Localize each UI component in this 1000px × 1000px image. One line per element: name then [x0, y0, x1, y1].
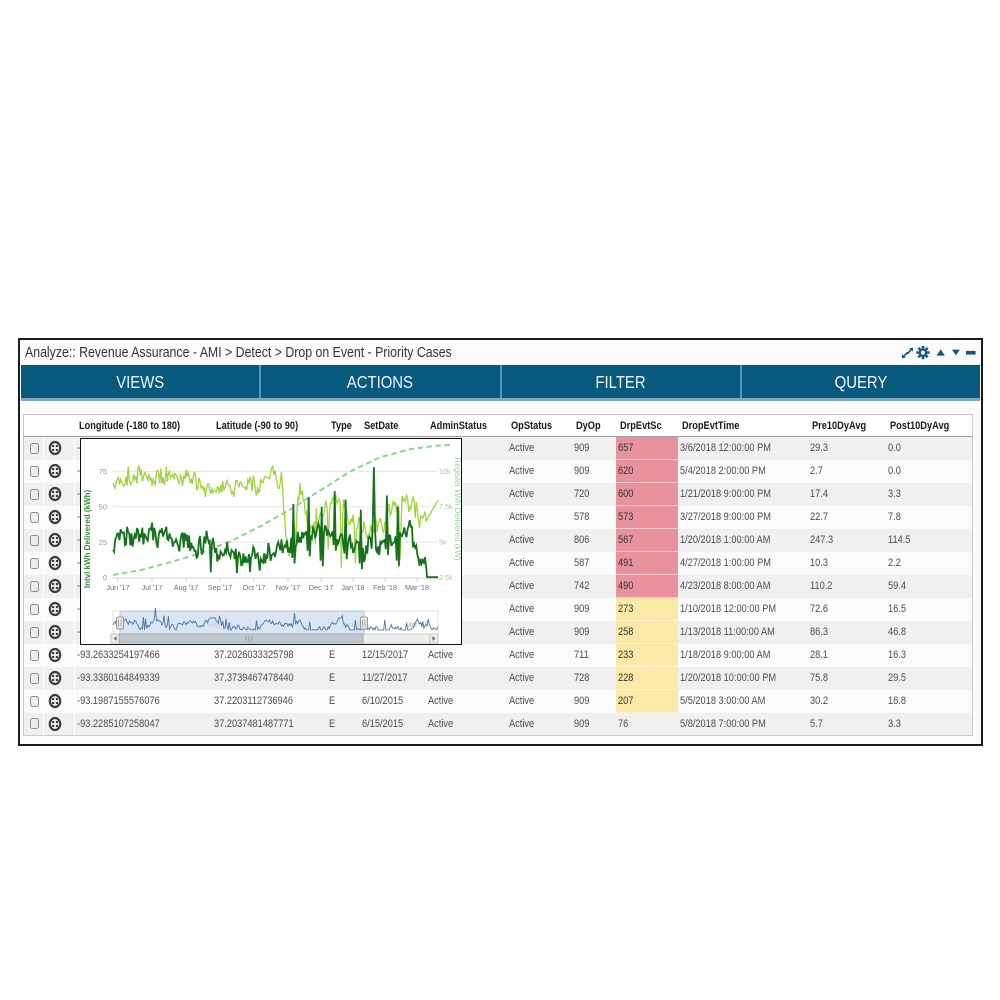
svg-text:Register kWh Delivered (kW): Register kWh Delivered (kW) — [453, 457, 461, 560]
svg-text:Mar '18: Mar '18 — [405, 622, 428, 629]
svg-text:50: 50 — [99, 502, 107, 511]
svg-text:Sep '17: Sep '17 — [208, 583, 233, 592]
svg-text:Mar '18: Mar '18 — [405, 583, 429, 592]
svg-text:Jun '17: Jun '17 — [106, 583, 129, 592]
svg-text:Aug '17: Aug '17 — [174, 583, 199, 592]
svg-text:7.5k: 7.5k — [439, 502, 453, 511]
svg-text:Nov '17: Nov '17 — [276, 583, 301, 592]
svg-text:Jan '18: Jan '18 — [341, 583, 364, 592]
svg-text:Oct '17: Oct '17 — [243, 583, 266, 592]
svg-text:Intvl kWh Delivered (kWh): Intvl kWh Delivered (kWh) — [83, 490, 92, 589]
svg-text:0: 0 — [103, 573, 107, 582]
svg-text:Feb '18: Feb '18 — [373, 583, 397, 592]
svg-text:5k: 5k — [439, 538, 447, 547]
svg-text:Dec '17: Dec '17 — [309, 583, 334, 592]
svg-text:75: 75 — [99, 467, 107, 476]
svg-text:Jul '17: Jul '17 — [142, 583, 163, 592]
svg-text:25: 25 — [99, 538, 107, 547]
svg-text:2.5k: 2.5k — [439, 573, 453, 582]
svg-text:10k: 10k — [439, 467, 451, 476]
